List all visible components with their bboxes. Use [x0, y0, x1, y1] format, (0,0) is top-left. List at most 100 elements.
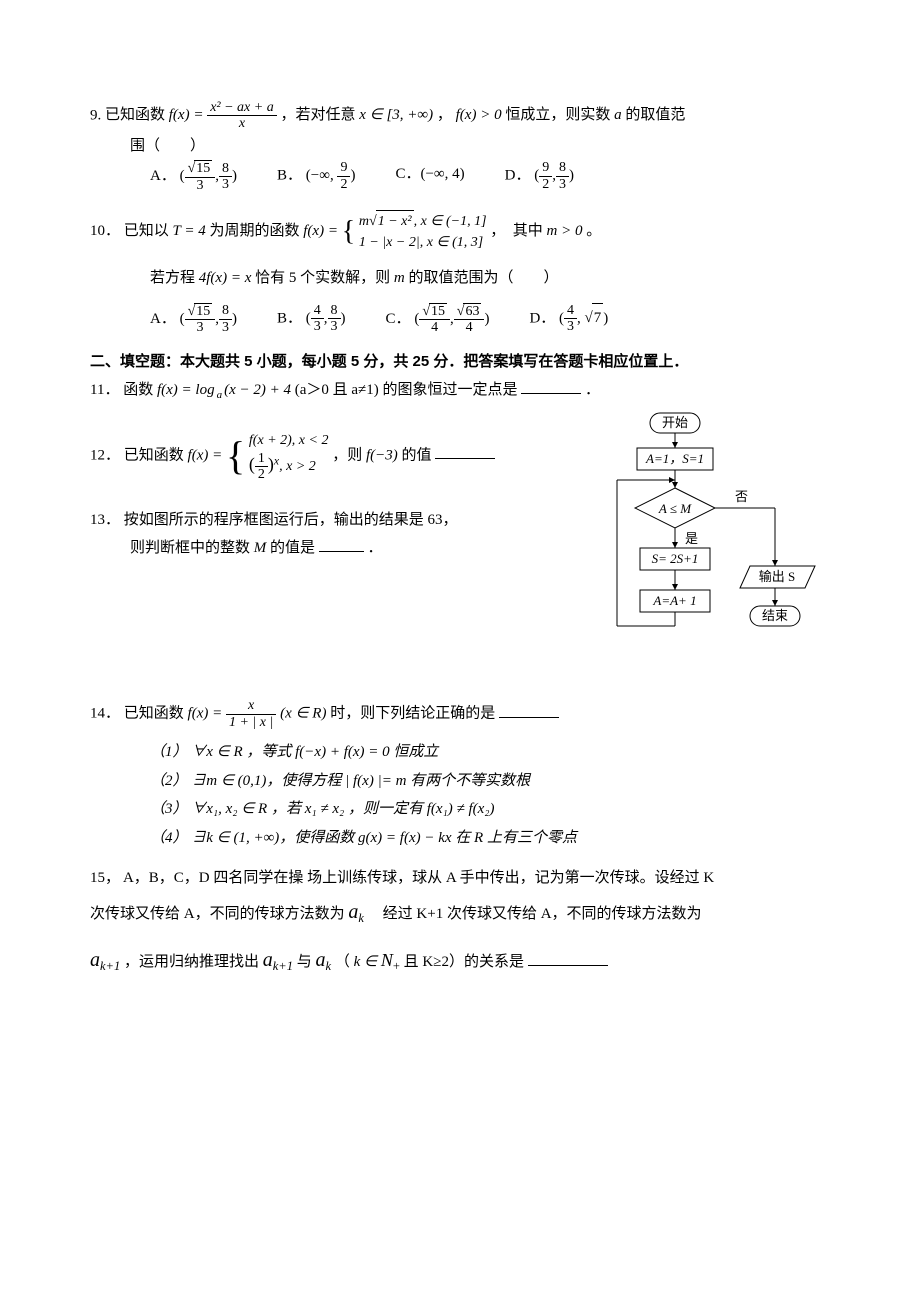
opt-d: D． (92,83): [505, 160, 574, 193]
section-2-heading: 二、填空题：本大题共 5 小题，每小题 5 分，共 25 分．把答案填写在答题卡…: [90, 348, 830, 377]
n: 8: [219, 161, 232, 177]
num: 11．: [90, 382, 119, 398]
d: 3: [556, 177, 569, 192]
fx: f(x) =: [169, 107, 207, 123]
frac: x² − ax + a x: [207, 100, 277, 132]
q9-line2: 围（ ）: [90, 132, 830, 161]
fx: f(x) = log: [157, 382, 215, 398]
d: 3: [311, 319, 324, 334]
q10-num: 10．: [90, 223, 120, 239]
r: 15: [194, 160, 212, 176]
opt-b: B． (−∞, 92): [277, 160, 355, 193]
d: , x ∈ (−1, 1]: [414, 214, 487, 229]
opt-a: A． (153,83): [150, 303, 237, 336]
lbl: B．: [277, 168, 302, 184]
p: ): [603, 310, 608, 326]
t: ．: [585, 382, 600, 398]
t: 。: [586, 223, 601, 239]
lbl: B．: [277, 310, 302, 326]
lbl: A．: [150, 168, 176, 184]
brace-icon: {: [342, 216, 355, 247]
num: 12．: [90, 447, 120, 463]
t: 与: [297, 954, 316, 970]
t: 经过 K+1 次传球又传给 A，不同的传球方法数为: [368, 906, 702, 922]
t: ，: [437, 107, 452, 123]
d: 3: [185, 178, 216, 193]
p: ): [569, 168, 574, 184]
t: （4） ∃k ∈ (1, +∞)，使得函数 g(x) = f(x) − kx 在…: [150, 830, 577, 846]
cond: (a＞0 且 a≠1): [295, 382, 379, 398]
t: 为周期的函数: [209, 223, 303, 239]
blank: [319, 536, 364, 552]
c: ,: [577, 310, 585, 326]
opt-c: C． (154,634): [386, 303, 490, 336]
dom: (x ∈ R): [280, 706, 326, 722]
p: ): [484, 311, 489, 327]
a: a: [348, 901, 358, 923]
blank: [435, 443, 495, 459]
t: 恰有 5 个实数解，则: [255, 270, 394, 286]
d: 3: [328, 319, 341, 334]
d: 3: [219, 177, 232, 192]
t: 已知以: [124, 223, 173, 239]
t: (−∞, 4): [420, 166, 464, 182]
t: 已知函数: [124, 706, 188, 722]
n: 4: [311, 303, 324, 319]
t: 的值是: [270, 540, 315, 556]
svg-text:是: 是: [685, 531, 698, 546]
frac: x 1 + | x |: [226, 698, 276, 730]
t: （1） ∀x ∈ R ，等式 f(−x) + f(x) = 0 恒成立: [150, 744, 438, 760]
blank: [521, 378, 581, 394]
d: 2: [255, 467, 268, 482]
d: 3: [185, 320, 216, 335]
n: x: [248, 698, 254, 713]
opt-b: B． (43,83): [277, 303, 346, 336]
t: 若方程: [150, 270, 199, 286]
svg-text:A=1，S=1: A=1，S=1: [645, 451, 704, 466]
s1: （1） ∀x ∈ R ，等式 f(−x) + f(x) = 0 恒成立: [90, 738, 830, 767]
d: 1 + | x |: [229, 715, 273, 730]
q9-text: 已知函数 f(x) = x² − ax + a x ，若对任意 x ∈ [3, …: [105, 107, 685, 123]
val: f(−3): [366, 447, 398, 463]
question-11: 11． 函数 f(x) = loga(x − 2) + 4 (a＞0 且 a≠1…: [90, 376, 830, 406]
question-9: 9. 已知函数 f(x) = x² − ax + a x ，若对任意 x ∈ […: [90, 100, 830, 193]
t: ，则: [332, 447, 366, 463]
d: 3: [564, 319, 577, 334]
t: ， 其中: [490, 223, 546, 239]
brace-icon: {: [226, 433, 245, 478]
arg: (x − 2) + 4: [224, 382, 295, 398]
n: 4: [564, 303, 577, 319]
q15-line3: ak+1 ，运用归纳推理找出 ak+1 与 ak （ k ∈ N+ 且 K≥2）…: [90, 941, 830, 979]
q9-num: 9.: [90, 107, 101, 123]
n: 8: [219, 303, 232, 319]
kin: k ∈: [354, 954, 381, 970]
a: a: [263, 949, 273, 971]
s2: （2） ∃m ∈ (0,1)，使得方程 | f(x) |= m 有两个不等实数根: [90, 767, 830, 796]
t: ，运用归纳推理找出: [124, 954, 263, 970]
q10-options: A． (153,83) B． (43,83) C． (154,634) D． (…: [90, 303, 830, 336]
s3: （3） ∀x₁, x₂ ∈ R ，若 x₁ ≠ x₂ ，则一定有 f(x₁) ≠…: [90, 795, 830, 824]
t: 恒成立，则实数: [505, 107, 614, 123]
p: (−∞,: [306, 168, 338, 184]
lbl: A．: [150, 311, 176, 327]
a: a: [90, 949, 100, 971]
d: 2: [337, 177, 350, 192]
cond: f(x) > 0: [456, 107, 502, 123]
question-14: 14． 已知函数 f(x) = x 1 + | x | (x ∈ R) 时，则下…: [90, 698, 830, 852]
opt-a: A． (153,83): [150, 160, 237, 193]
svg-text:否: 否: [735, 489, 748, 504]
t: ．: [368, 540, 383, 556]
cases: f(x + 2), x < 2 (12)x, x > 2: [249, 430, 329, 483]
eq: 4f(x) = x: [199, 270, 252, 286]
d: 4: [454, 320, 485, 335]
num: 15，: [90, 870, 120, 886]
k1: k+1: [273, 959, 293, 973]
t: 函数: [123, 382, 157, 398]
svg-text:结束: 结束: [762, 608, 788, 623]
sub: a: [215, 389, 225, 401]
r: 15: [194, 303, 212, 319]
svg-text:A=A+ 1: A=A+ 1: [652, 593, 696, 608]
t: 已知函数: [124, 447, 188, 463]
M: M: [254, 540, 267, 556]
flowchart: 开始 A=1，S=1 A ≤ M 否 是 S= 2S+1 A=A+ 1 输出 S…: [605, 408, 830, 679]
